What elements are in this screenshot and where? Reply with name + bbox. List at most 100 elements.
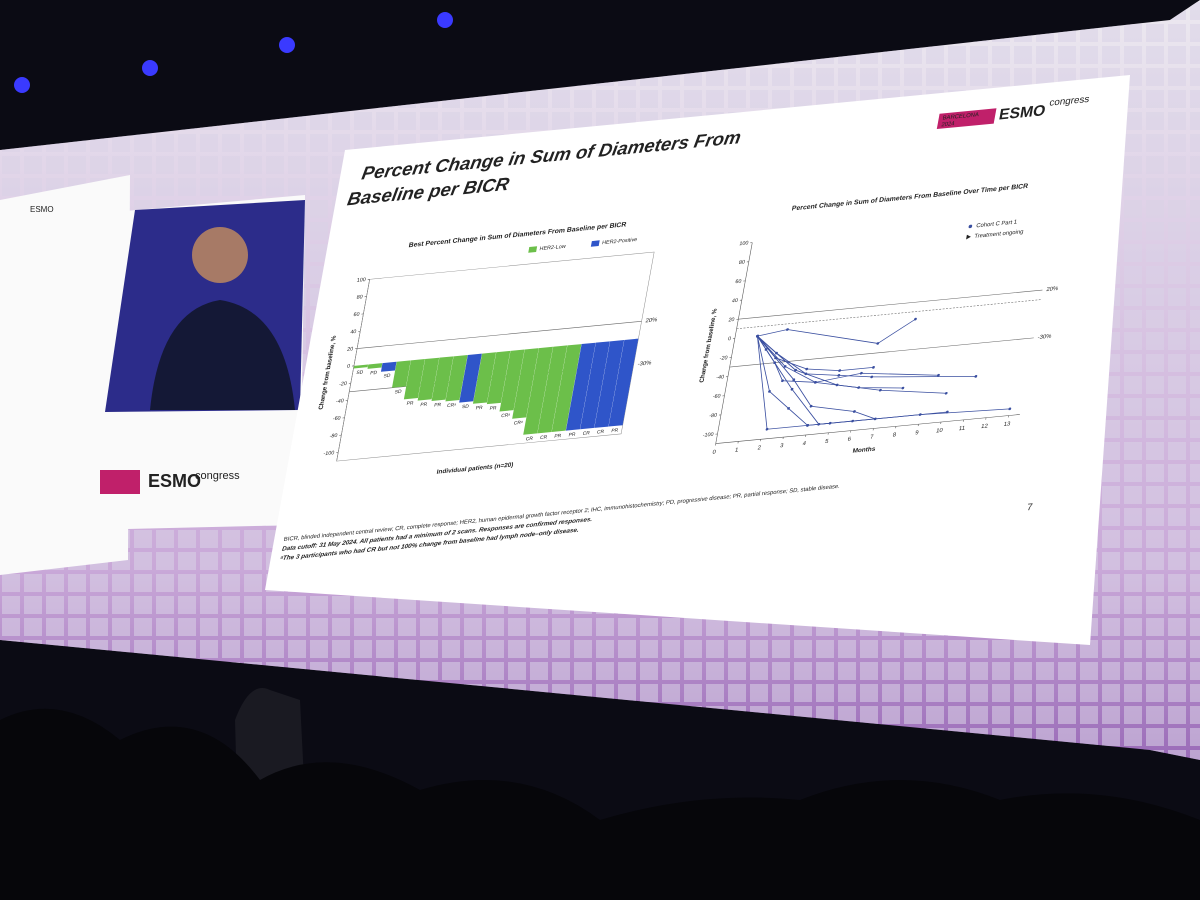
bar-category: PR bbox=[554, 433, 562, 440]
y-tick-label: -60 bbox=[712, 394, 721, 401]
bar-category: CR bbox=[525, 436, 534, 443]
data-point bbox=[870, 375, 874, 379]
data-point bbox=[859, 371, 863, 375]
data-point bbox=[814, 380, 817, 384]
bar-category: PR bbox=[406, 400, 414, 407]
logo-event: congress bbox=[1048, 94, 1090, 109]
bar-category: CR bbox=[596, 429, 605, 436]
y-tick-label: 20 bbox=[728, 317, 735, 323]
bar-category: SD bbox=[394, 389, 402, 396]
y-tick-label: -100 bbox=[702, 432, 714, 439]
y-tick-label: -100 bbox=[323, 450, 335, 457]
x-tick-label: 11 bbox=[958, 426, 965, 432]
x-tick-label: 3 bbox=[779, 443, 783, 449]
y-tick-label: -60 bbox=[332, 416, 341, 423]
x-axis bbox=[715, 414, 1020, 444]
bar bbox=[367, 363, 383, 369]
legend-label: Treatment ongoing bbox=[974, 229, 1024, 240]
data-point bbox=[792, 378, 796, 382]
data-point bbox=[783, 365, 787, 368]
data-point bbox=[765, 427, 769, 431]
side-logo: ESMO bbox=[30, 205, 54, 214]
data-point bbox=[1008, 407, 1012, 411]
bar bbox=[445, 354, 468, 402]
data-point bbox=[809, 404, 813, 408]
data-point bbox=[817, 422, 821, 426]
y-tick-label: 0 bbox=[346, 364, 350, 370]
logo-brand: ESMO bbox=[998, 102, 1047, 123]
bar bbox=[580, 341, 610, 430]
bar bbox=[472, 352, 497, 404]
reference-line bbox=[729, 337, 1034, 368]
data-point bbox=[768, 390, 771, 393]
data-point bbox=[944, 391, 948, 395]
y-tick-label: 20 bbox=[347, 346, 354, 352]
y-tick-label: -20 bbox=[719, 355, 728, 362]
data-point bbox=[857, 386, 861, 389]
logo-box bbox=[936, 108, 997, 130]
bar-category: PR bbox=[420, 402, 428, 409]
bar-category: CRᵃ bbox=[513, 420, 523, 427]
data-point bbox=[878, 388, 882, 392]
bar-category: CRᵃ bbox=[501, 413, 511, 420]
bar-category: PR bbox=[489, 405, 497, 412]
legend-swatch bbox=[528, 246, 538, 253]
logo-city: BARCELONA bbox=[942, 112, 979, 121]
y-tick-label: 80 bbox=[356, 294, 363, 300]
data-point bbox=[805, 367, 809, 371]
y-tick-label: -40 bbox=[335, 398, 344, 405]
y-tick-label: -80 bbox=[329, 433, 338, 440]
y-tick-label: -80 bbox=[709, 413, 718, 420]
bar-category: PR bbox=[611, 428, 619, 435]
bar bbox=[537, 345, 568, 434]
speaker-head bbox=[192, 227, 248, 283]
x-tick-label: 12 bbox=[981, 424, 989, 430]
stage-light bbox=[142, 60, 158, 76]
data-point bbox=[781, 379, 784, 383]
data-point bbox=[838, 369, 842, 372]
bar-category: SD bbox=[383, 373, 391, 380]
data-point bbox=[901, 386, 905, 390]
data-point bbox=[785, 328, 789, 331]
legend-marker bbox=[966, 234, 971, 240]
bar bbox=[608, 338, 639, 427]
bar bbox=[565, 342, 596, 431]
legend-label: Cohort C Part 1 bbox=[976, 220, 1018, 230]
y-tick-label: 100 bbox=[356, 277, 366, 284]
bar-category: PR bbox=[475, 405, 483, 412]
y-tick-label: 40 bbox=[350, 329, 357, 335]
bar bbox=[594, 339, 625, 428]
logo-box bbox=[100, 470, 140, 494]
legend-label: HER2-Positive bbox=[602, 237, 638, 246]
x-tick-label: 10 bbox=[936, 428, 944, 435]
legend-marker bbox=[968, 224, 973, 229]
x-tick-label: 5 bbox=[825, 439, 830, 445]
y-axis bbox=[715, 242, 753, 444]
page-number: 7 bbox=[1026, 502, 1033, 513]
x-tick-label: 13 bbox=[1003, 421, 1011, 427]
bar bbox=[523, 346, 553, 435]
legend-swatch bbox=[590, 240, 600, 247]
x-tick-label: 7 bbox=[870, 435, 874, 441]
bar bbox=[417, 357, 440, 401]
bar bbox=[551, 344, 582, 432]
y-tick-label: 60 bbox=[353, 312, 360, 318]
reference-line bbox=[736, 299, 1041, 330]
audience bbox=[0, 708, 1200, 900]
data-point bbox=[945, 410, 949, 414]
stage-light bbox=[279, 37, 295, 53]
reference-label: -30% bbox=[1037, 334, 1052, 341]
stage-light bbox=[14, 77, 30, 93]
series-line bbox=[757, 318, 916, 344]
bar bbox=[353, 364, 369, 369]
logo-year: 2024 bbox=[941, 121, 956, 128]
x-tick-label: 4 bbox=[802, 441, 807, 447]
bar-category: CR bbox=[582, 430, 591, 437]
x-tick-label: 1 bbox=[734, 447, 738, 453]
reference-label: 20% bbox=[645, 317, 658, 324]
data-point bbox=[774, 356, 777, 360]
data-point bbox=[914, 317, 917, 321]
reference-line bbox=[738, 289, 1043, 320]
panel-logo-event: congress bbox=[195, 470, 240, 482]
